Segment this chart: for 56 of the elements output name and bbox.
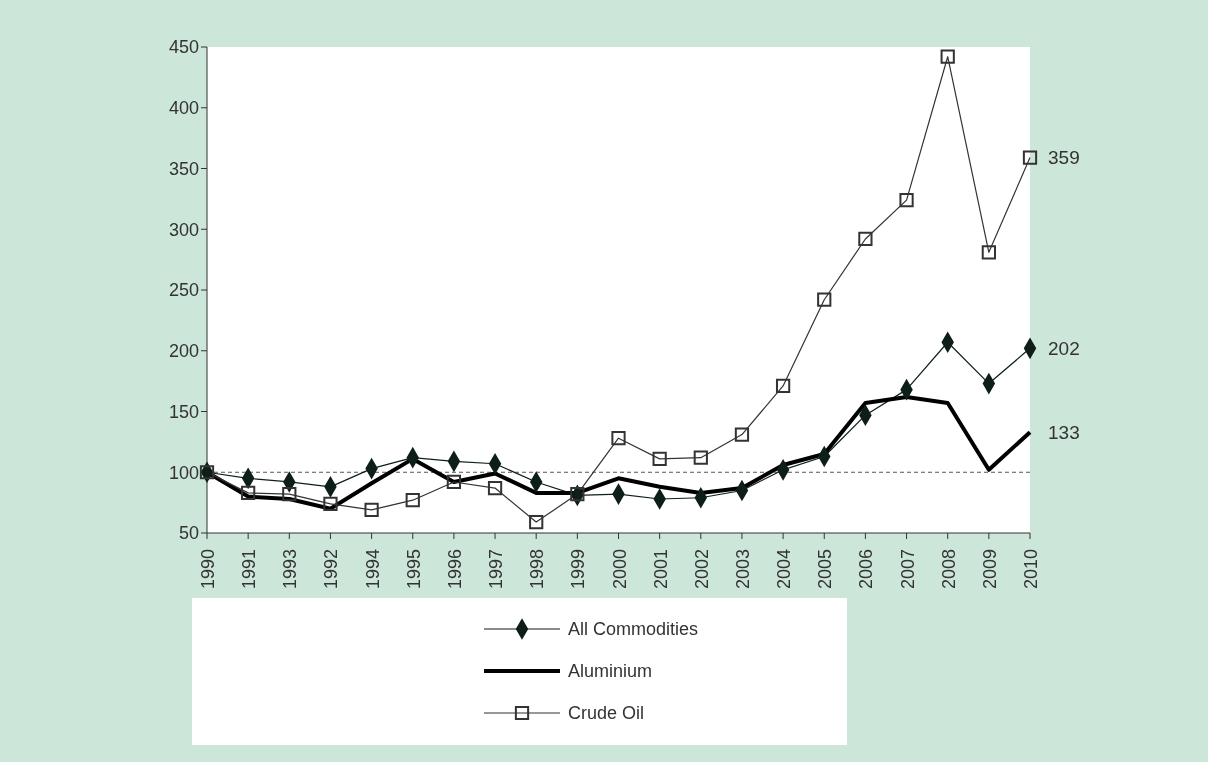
point	[241, 485, 256, 501]
point	[775, 378, 791, 394]
x-tick-label: 2000	[609, 549, 630, 590]
legend-label: Crude Oil	[568, 702, 645, 724]
point	[570, 487, 585, 502]
y-tick-label: 200	[168, 341, 199, 362]
x-tick-label: 2007	[897, 549, 918, 590]
y-tick-label: 250	[168, 280, 199, 301]
x-tick-label: 2006	[856, 549, 877, 590]
x-tick-label: 2008	[938, 549, 959, 590]
point	[1022, 150, 1038, 165]
point	[734, 427, 750, 442]
y-tick-label: 50	[178, 523, 199, 544]
point	[981, 245, 996, 260]
x-tick-label: 1991	[239, 549, 260, 590]
x-tick-label: 2003	[732, 549, 753, 590]
x-tick-label: 1999	[568, 549, 589, 590]
point	[323, 496, 338, 511]
point	[899, 192, 914, 208]
x-tick-label: 2009	[979, 549, 1000, 590]
annotation: 202	[1048, 337, 1080, 359]
x-tick-label: 1998	[527, 549, 548, 590]
x-tick-label: 1990	[198, 549, 218, 590]
legend-label: Aluminium	[568, 660, 653, 682]
legend-label: All Commodities	[568, 618, 699, 640]
point	[529, 514, 544, 530]
point	[405, 493, 420, 508]
point	[652, 451, 667, 467]
y-tick-label: 100	[168, 462, 199, 483]
x-tick-label: 1997	[486, 549, 507, 590]
annotation: 133	[1048, 421, 1080, 443]
x-tick-label: 1994	[362, 549, 383, 590]
point	[858, 231, 873, 247]
y-tick-label: 400	[168, 98, 199, 119]
x-tick-label: 2001	[650, 549, 671, 590]
x-tick-label: 2010	[1021, 549, 1041, 590]
point	[364, 502, 379, 518]
x-tick-label: 2004	[774, 549, 795, 590]
annotation: 359	[1048, 147, 1080, 169]
x-tick-label: 2005	[815, 549, 836, 590]
x-tick-label: 1993	[280, 549, 301, 590]
point	[282, 487, 297, 502]
y-tick-label: 150	[168, 401, 199, 422]
y-tick-label: 300	[168, 219, 199, 240]
y-tick-label: 350	[168, 158, 199, 179]
point	[693, 450, 708, 465]
y-tick-label: 450	[168, 37, 199, 58]
x-tick-label: 2002	[691, 549, 712, 590]
point	[446, 474, 462, 490]
x-tick-label: 1995	[403, 549, 424, 590]
x-tick-label: 1992	[321, 549, 342, 590]
x-tick-label: 1996	[444, 549, 465, 590]
point	[487, 480, 503, 496]
point	[817, 292, 832, 307]
point	[940, 49, 955, 64]
point	[611, 431, 626, 446]
